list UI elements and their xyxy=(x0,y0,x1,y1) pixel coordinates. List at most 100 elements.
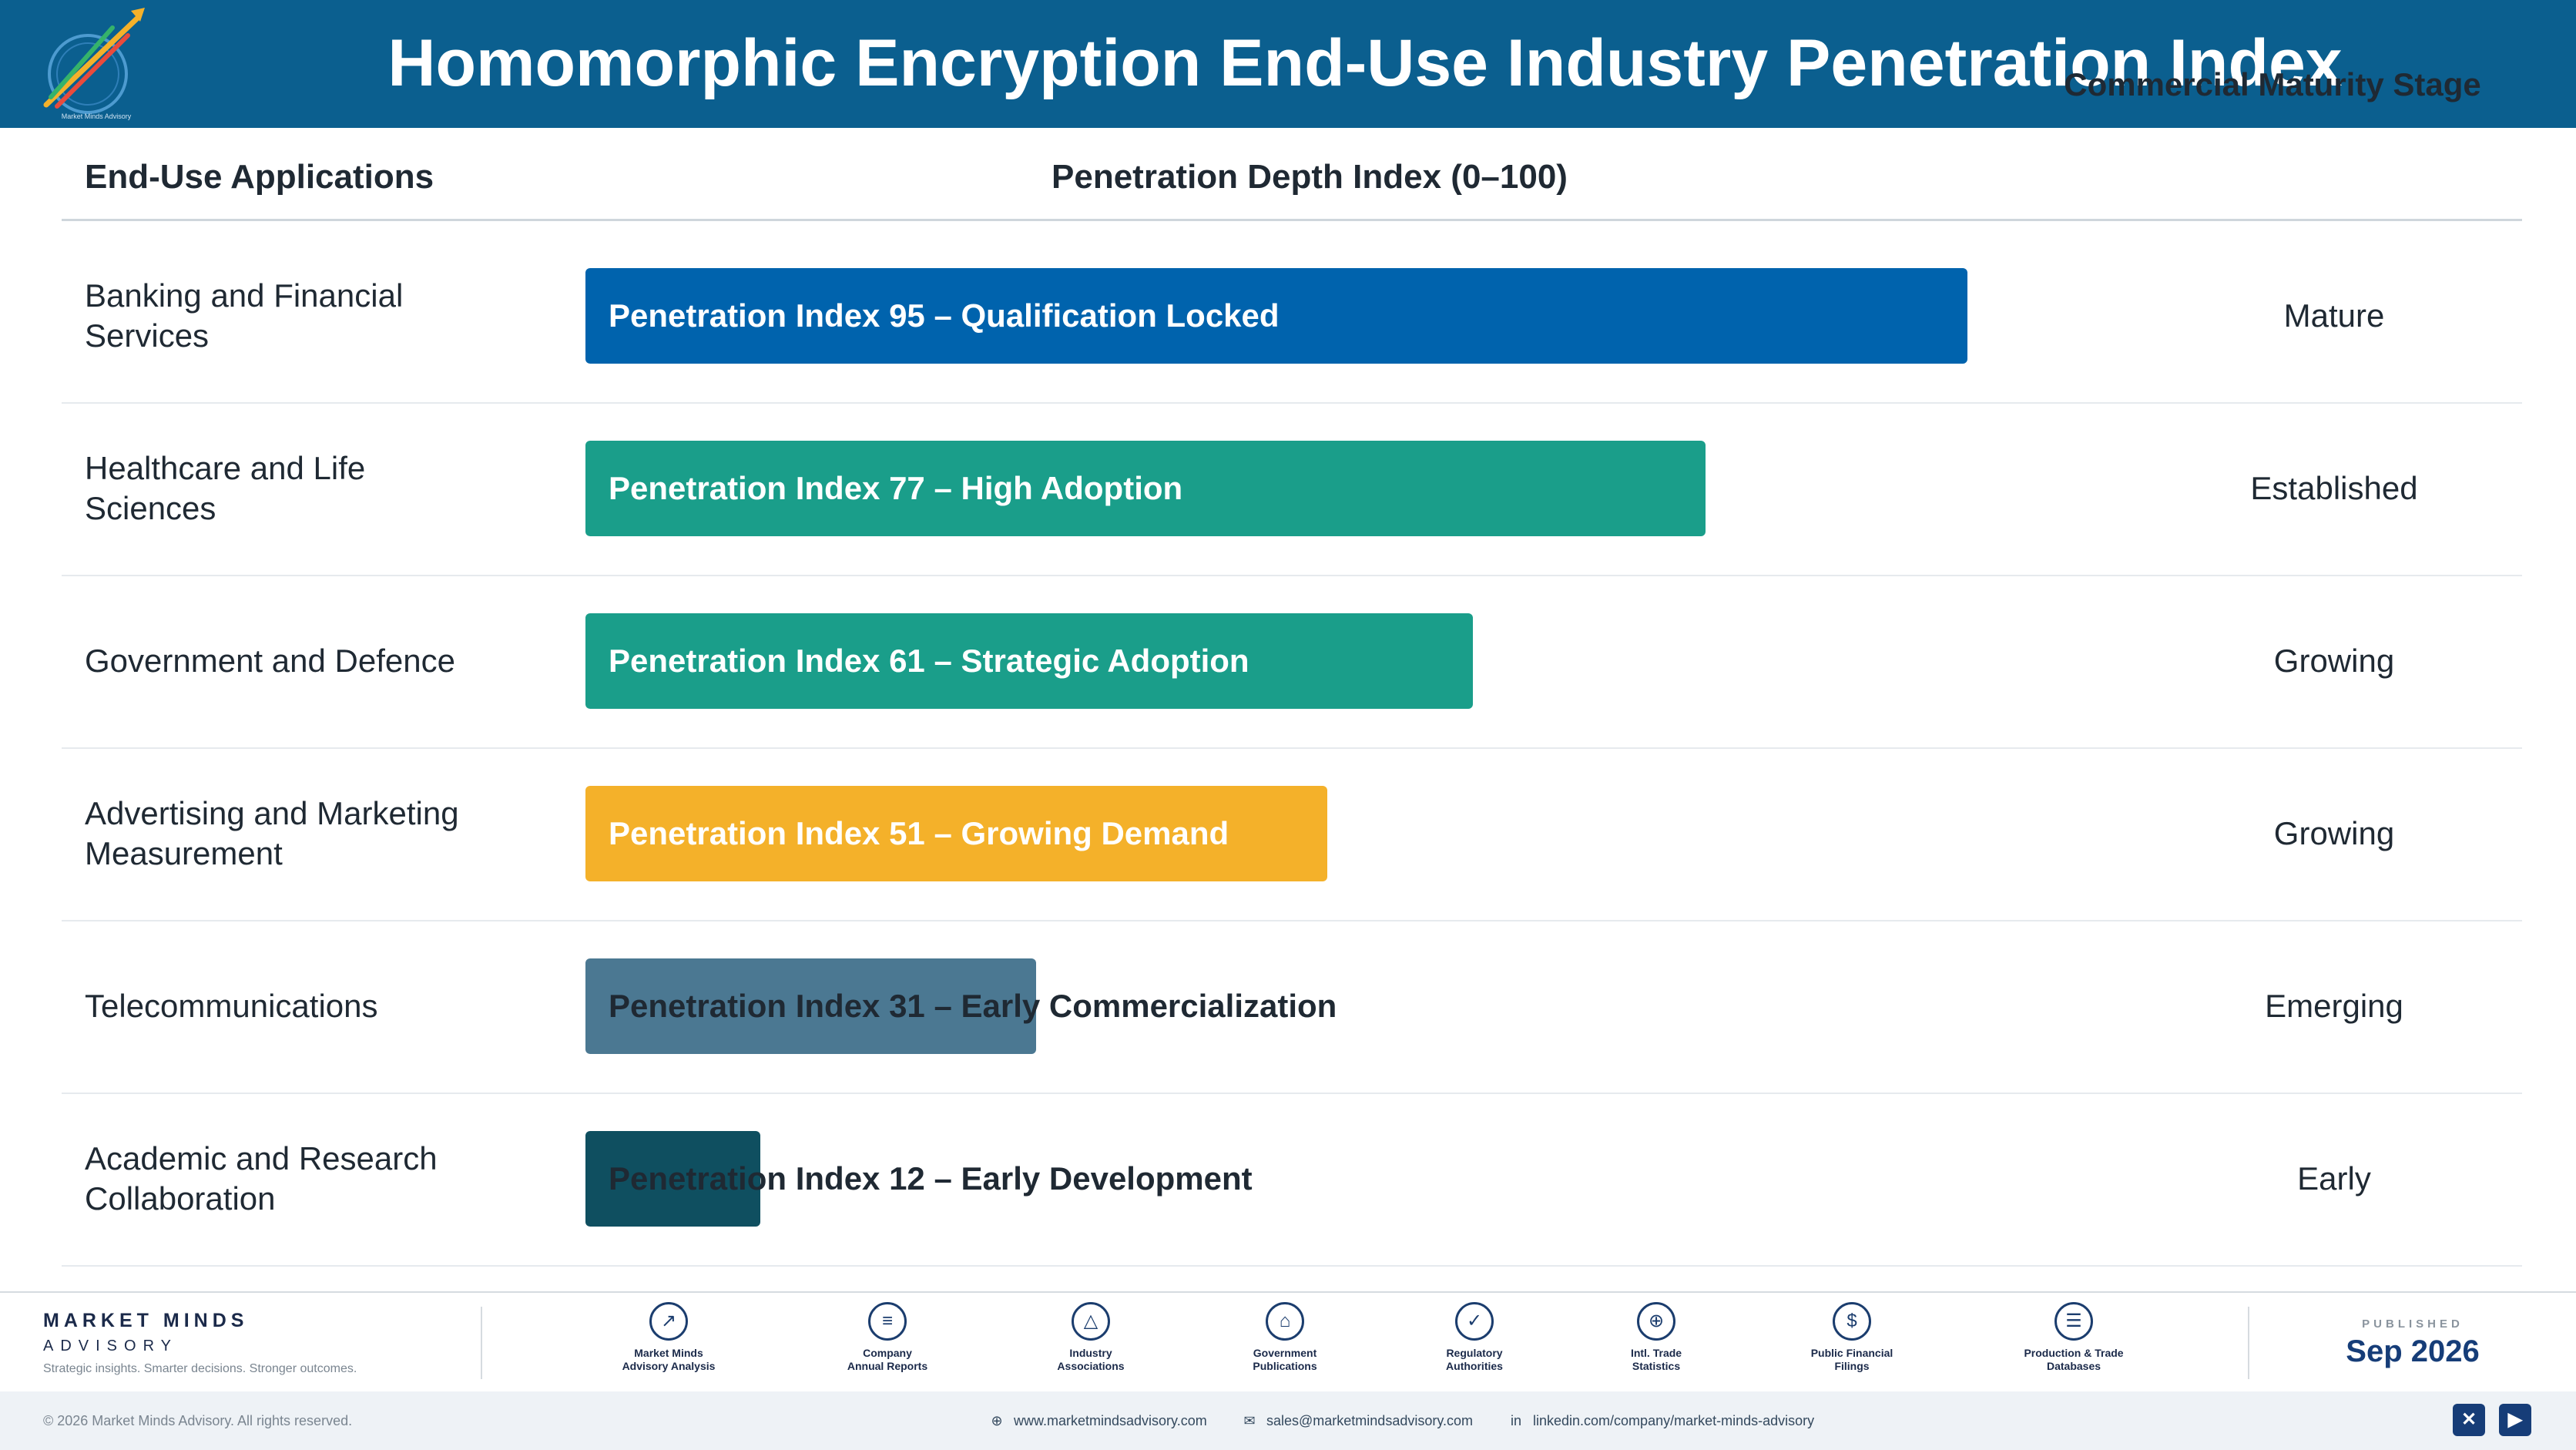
chart-row: Telecommunications Penetration Index 31 –… xyxy=(62,921,2522,1094)
row-divider xyxy=(62,747,2522,749)
maturity-stage: Established xyxy=(2250,470,2418,506)
source-label: Company xyxy=(863,1347,912,1359)
linkedin-text: linkedin.com/company/market-minds-adviso… xyxy=(1533,1413,1815,1428)
database-icon: ☰ xyxy=(2054,1302,2093,1341)
bar-track: Penetration Index 77 – High Adoption xyxy=(585,441,2040,536)
source-label: Databases xyxy=(2046,1360,2101,1372)
category-label-line: Sciences xyxy=(85,490,216,526)
column-header-applications: End-Use Applications xyxy=(85,158,434,196)
source-label: Market Minds xyxy=(634,1347,703,1359)
market-minds-logo-icon: Market Minds Advisory xyxy=(43,8,145,120)
category-label-line: Measurement xyxy=(85,835,283,871)
published-date: Sep 2026 xyxy=(2346,1334,2480,1368)
logo-caption: Market Minds Advisory xyxy=(62,112,132,120)
column-header-depth: Penetration Depth Index (0–100) xyxy=(1052,158,1568,196)
value-bar xyxy=(585,441,1706,536)
header-divider xyxy=(62,219,2522,221)
source-label: Associations xyxy=(1057,1360,1125,1372)
brand-tagline: Strategic insights. Smarter decisions. S… xyxy=(43,1362,357,1375)
brand-subtitle: ADVISORY xyxy=(43,1338,178,1354)
source-label: Statistics xyxy=(1632,1360,1681,1372)
trend-chart-icon: ↗ xyxy=(649,1302,688,1341)
source-label: Authorities xyxy=(1446,1360,1503,1372)
category-label-line: Advertising and Marketing xyxy=(85,795,459,831)
category-label-line: Healthcare and Life xyxy=(85,450,366,486)
source-label: Filings xyxy=(1834,1360,1870,1372)
source-item: ≡ Company Annual Reports xyxy=(810,1302,964,1373)
category-label-line: Collaboration xyxy=(85,1180,276,1217)
source-label: Publications xyxy=(1253,1360,1317,1372)
source-item: ✓ Regulatory Authorities xyxy=(1397,1302,1551,1373)
source-item: ⌂ Government Publications xyxy=(1208,1302,1362,1373)
email-link[interactable]: ✉ sales@marketmindsadvisory.com xyxy=(1242,1413,1473,1429)
footer-contact-bar xyxy=(0,1391,2576,1450)
row-divider xyxy=(62,1265,2522,1267)
category-label: Telecommunications xyxy=(85,921,516,1091)
value-bar xyxy=(585,613,1473,709)
website-link[interactable]: ⊕ www.marketmindsadvisory.com xyxy=(989,1413,1207,1429)
category-label: Advertising and Marketing Measurement xyxy=(85,749,516,918)
value-bar xyxy=(585,958,1036,1054)
bar-track: Penetration Index 61 – Strategic Adoptio… xyxy=(585,613,2040,709)
source-item: ⊕ Intl. Trade Statistics xyxy=(1579,1302,1733,1373)
maturity-stage: Mature xyxy=(2283,297,2385,334)
value-bar xyxy=(585,268,1967,364)
youtube-icon[interactable]: ▶ xyxy=(2499,1404,2531,1436)
government-building-icon: ⌂ xyxy=(1266,1302,1304,1341)
linkedin-link[interactable]: in linkedin.com/company/market-minds-advi… xyxy=(1508,1413,1814,1429)
source-label: Intl. Trade xyxy=(1630,1347,1682,1359)
bar-value-label: Penetration Index 77 – High Adoption xyxy=(609,470,1183,506)
bar-track: Penetration Index 51 – Growing Demand xyxy=(585,786,2040,881)
category-label: Healthcare and Life Sciences xyxy=(85,404,516,573)
brand-name: MARKET MINDS xyxy=(43,1310,249,1331)
footer-separator xyxy=(2248,1307,2249,1379)
maturity-stage: Emerging xyxy=(2265,988,2403,1024)
source-item: △ Industry Associations xyxy=(1014,1302,1168,1373)
envelope-icon: ✉ xyxy=(1243,1413,1256,1428)
category-label-line: Telecommunications xyxy=(85,988,378,1024)
footer-divider xyxy=(0,1291,2576,1293)
source-item: ↗ Market Minds Advisory Analysis xyxy=(592,1302,746,1373)
bar-track: Penetration Index 95 – Qualification Loc… xyxy=(585,268,2040,364)
source-label: Public Financial xyxy=(1810,1347,1893,1359)
source-item: ☰ Production & Trade Databases xyxy=(1997,1302,2151,1373)
source-label: Production & Trade xyxy=(2024,1347,2124,1359)
source-label: Regulatory xyxy=(1446,1347,1503,1359)
source-item: $ Public Financial Filings xyxy=(1775,1302,1929,1373)
bar-track: Penetration Index 31 – Early Commerciali… xyxy=(585,958,2040,1054)
maturity-stage: Growing xyxy=(2273,815,2395,851)
source-label: Advisory Analysis xyxy=(622,1360,716,1372)
category-label: Government and Defence xyxy=(85,576,516,746)
page-title: Homomorphic Encryption End-Use Industry … xyxy=(387,26,2343,100)
chart-row: Government and Defence Penetration Index … xyxy=(62,576,2522,749)
email-text: sales@marketmindsadvisory.com xyxy=(1266,1413,1474,1428)
maturity-stage: Early xyxy=(2297,1160,2371,1197)
category-label-line: Academic and Research xyxy=(85,1140,438,1176)
copyright-text: © 2026 Market Minds Advisory. All rights… xyxy=(43,1413,353,1428)
shield-icon: ✓ xyxy=(1455,1302,1494,1341)
source-label: Government xyxy=(1253,1347,1317,1359)
chart-row: Advertising and Marketing Measurement Pene… xyxy=(62,749,2522,921)
document-icon: ≡ xyxy=(868,1302,907,1341)
website-text: www.marketmindsadvisory.com xyxy=(1014,1413,1207,1428)
chart-row: Banking and Financial Services Penetration… xyxy=(62,231,2522,404)
source-label: Annual Reports xyxy=(847,1360,928,1372)
row-divider xyxy=(62,1093,2522,1094)
network-icon: △ xyxy=(1072,1302,1110,1341)
row-divider xyxy=(62,575,2522,576)
bar-value-label: Penetration Index 61 – Strategic Adoptio… xyxy=(609,643,1249,679)
row-divider xyxy=(62,402,2522,404)
value-bar xyxy=(585,1131,760,1227)
source-label: Industry xyxy=(1069,1347,1112,1359)
x-twitter-icon[interactable]: ✕ xyxy=(2453,1404,2485,1436)
category-label-line: Services xyxy=(85,317,210,354)
linkedin-icon: in xyxy=(1510,1413,1521,1428)
column-header-stage: Commercial Maturity Stage xyxy=(2064,66,2481,102)
globe-icon: ⊕ xyxy=(991,1413,1003,1428)
category-label-line: Government and Defence xyxy=(85,643,455,679)
bar-track: Penetration Index 12 – Early Development xyxy=(585,1131,2040,1227)
maturity-stage: Growing xyxy=(2273,643,2395,679)
published-label: PUBLISHED xyxy=(2362,1317,2464,1331)
chart-row: Academic and Research Collaboration Penetr… xyxy=(62,1094,2522,1267)
category-label-line: Banking and Financial xyxy=(85,277,404,314)
